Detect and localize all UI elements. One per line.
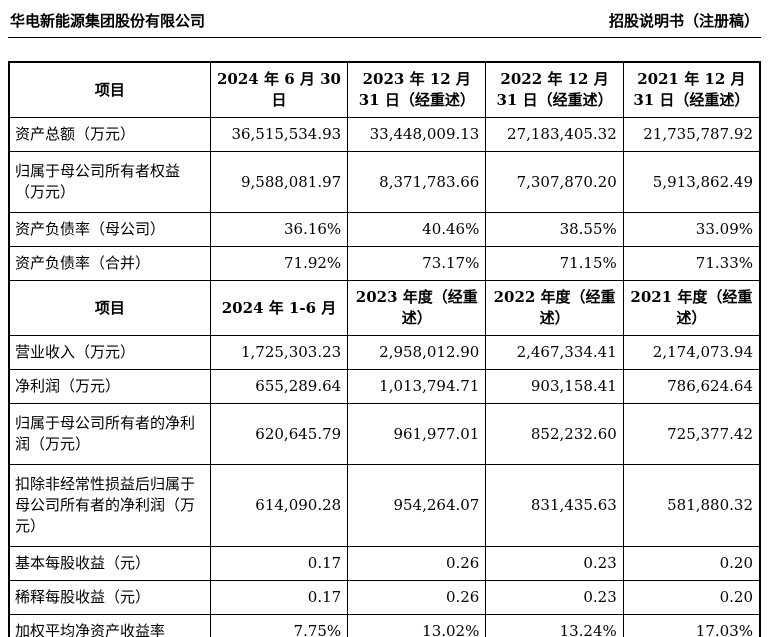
cell-value: 21,735,787.92 <box>622 117 761 152</box>
table-row: 稀释每股收益（元） 0.17 0.26 0.23 0.20 <box>8 580 761 615</box>
table-row: 基本每股收益（元） 0.17 0.26 0.23 0.20 <box>8 546 761 581</box>
cell-value: 725,377.42 <box>622 403 761 465</box>
cell-value: 0.23 <box>485 580 624 615</box>
cell-value: 0.20 <box>622 580 761 615</box>
cell-value: 17.03% <box>622 614 761 637</box>
cell-value: 36.16% <box>209 212 349 247</box>
cell-value: 852,232.60 <box>485 403 624 465</box>
cell-value: 36,515,534.93 <box>209 117 349 152</box>
cell-value: 581,880.32 <box>622 464 761 547</box>
cell-value: 33,448,009.13 <box>347 117 487 152</box>
table-row: 归属于母公司所有者的净利润（万元） 620,645.79 961,977.01 852… <box>8 403 761 465</box>
row-label: 基本每股收益（元） <box>8 546 211 581</box>
cell-value: 33.09% <box>622 212 761 247</box>
cell-value: 7.75% <box>209 614 349 637</box>
column-header-period: 2024 年 1-6 月 <box>209 280 349 336</box>
cell-value: 0.20 <box>622 546 761 581</box>
cell-value: 8,371,783.66 <box>347 151 487 213</box>
column-header-period: 2021 年度（经重述） <box>622 280 761 336</box>
row-label: 扣除非经常性损益后归属于母公司所有者的净利润（万元） <box>8 464 211 547</box>
column-header-period: 2022 年 12 月 31 日（经重述） <box>485 61 624 118</box>
row-label: 稀释每股收益（元） <box>8 580 211 615</box>
cell-value: 71.92% <box>209 246 349 281</box>
cell-value: 614,090.28 <box>209 464 349 547</box>
cell-value: 0.23 <box>485 546 624 581</box>
column-header-period: 2024 年 6 月 30 日 <box>209 61 349 118</box>
column-header-period: 2021 年 12 月 31 日（经重述） <box>622 61 761 118</box>
column-header-period: 2022 年度（经重述） <box>485 280 624 336</box>
table-row: 资产负债率（母公司） 36.16% 40.46% 38.55% 33.09% <box>8 212 761 247</box>
row-label: 资产总额（万元） <box>8 117 211 152</box>
cell-value: 2,958,012.90 <box>347 335 487 370</box>
cell-value: 1,013,794.71 <box>347 369 487 404</box>
row-label: 资产负债率（母公司） <box>8 212 211 247</box>
cell-value: 71.15% <box>485 246 624 281</box>
row-label: 加权平均净资产收益率 <box>8 614 211 637</box>
table-header-row: 项目 2024 年 1-6 月 2023 年度（经重述） 2022 年度（经重述） 20… <box>8 280 761 336</box>
cell-value: 13.02% <box>347 614 487 637</box>
cell-value: 2,174,073.94 <box>622 335 761 370</box>
cell-value: 0.26 <box>347 580 487 615</box>
table-row: 净利润（万元） 655,289.64 1,013,794.71 903,158.41 7… <box>8 369 761 404</box>
cell-value: 903,158.41 <box>485 369 624 404</box>
cell-value: 5,913,862.49 <box>622 151 761 213</box>
company-name: 华电新能源集团股份有限公司 <box>10 12 206 30</box>
cell-value: 40.46% <box>347 212 487 247</box>
column-header-item: 项目 <box>8 61 211 118</box>
column-header-item: 项目 <box>8 280 211 336</box>
cell-value: 27,183,405.32 <box>485 117 624 152</box>
cell-value: 954,264.07 <box>347 464 487 547</box>
table-row: 加权平均净资产收益率 7.75% 13.02% 13.24% 17.03% <box>8 614 761 637</box>
financial-summary-table: 项目 2024 年 6 月 30 日 2023 年 12 月 31 日（经重述） 20… <box>8 61 761 637</box>
row-label: 归属于母公司所有者的净利润（万元） <box>8 403 211 465</box>
cell-value: 7,307,870.20 <box>485 151 624 213</box>
table-row: 资产负债率（合并） 71.92% 73.17% 71.15% 71.33% <box>8 246 761 281</box>
cell-value: 0.17 <box>209 580 349 615</box>
table-row: 扣除非经常性损益后归属于母公司所有者的净利润（万元） 614,090.28 954,… <box>8 464 761 547</box>
cell-value: 0.26 <box>347 546 487 581</box>
cell-value: 38.55% <box>485 212 624 247</box>
cell-value: 786,624.64 <box>622 369 761 404</box>
cell-value: 1,725,303.23 <box>209 335 349 370</box>
document-header: 华电新能源集团股份有限公司 招股说明书（注册稿） <box>8 8 761 38</box>
cell-value: 0.17 <box>209 546 349 581</box>
row-label: 归属于母公司所有者权益（万元） <box>8 151 211 213</box>
table-row: 资产总额（万元） 36,515,534.93 33,448,009.13 27,183… <box>8 117 761 152</box>
column-header-period: 2023 年度（经重述） <box>347 280 487 336</box>
cell-value: 73.17% <box>347 246 487 281</box>
row-label: 净利润（万元） <box>8 369 211 404</box>
cell-value: 655,289.64 <box>209 369 349 404</box>
row-label: 营业收入（万元） <box>8 335 211 370</box>
table-header-row: 项目 2024 年 6 月 30 日 2023 年 12 月 31 日（经重述） 20… <box>8 61 761 118</box>
cell-value: 2,467,334.41 <box>485 335 624 370</box>
cell-value: 961,977.01 <box>347 403 487 465</box>
column-header-period: 2023 年 12 月 31 日（经重述） <box>347 61 487 118</box>
table-row: 归属于母公司所有者权益（万元） 9,588,081.97 8,371,783.66 7… <box>8 151 761 213</box>
table-row: 营业收入（万元） 1,725,303.23 2,958,012.90 2,467,33… <box>8 335 761 370</box>
cell-value: 620,645.79 <box>209 403 349 465</box>
cell-value: 13.24% <box>485 614 624 637</box>
cell-value: 71.33% <box>622 246 761 281</box>
document-type-title: 招股说明书（注册稿） <box>608 12 759 30</box>
row-label: 资产负债率（合并） <box>8 246 211 281</box>
cell-value: 831,435.63 <box>485 464 624 547</box>
cell-value: 9,588,081.97 <box>209 151 349 213</box>
